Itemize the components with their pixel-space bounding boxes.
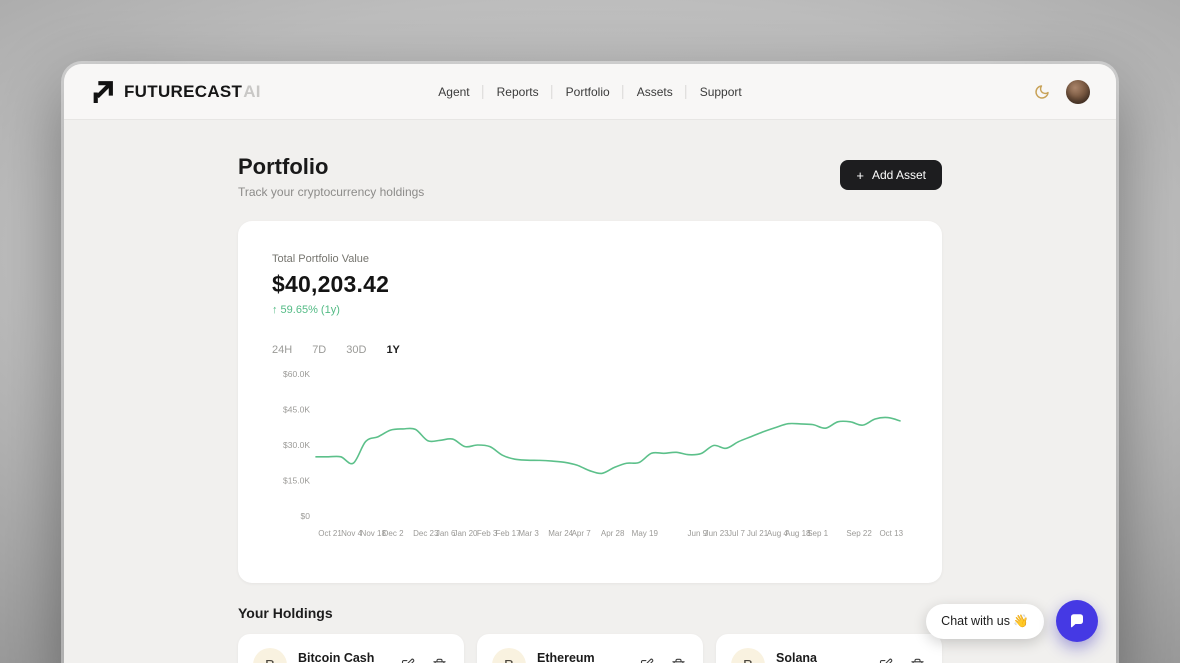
range-30d[interactable]: 30D bbox=[346, 344, 367, 356]
x-axis-label: Sep 1 bbox=[807, 529, 829, 538]
y-axis-tick: $60.0K bbox=[283, 369, 310, 379]
edit-icon[interactable] bbox=[876, 656, 895, 663]
chat-widget: Chat with us 👋 bbox=[926, 600, 1098, 642]
x-axis-label: May 19 bbox=[631, 529, 658, 538]
trash-icon[interactable] bbox=[669, 656, 688, 663]
user-avatar[interactable] bbox=[1066, 79, 1090, 104]
x-axis-label: Nov 18 bbox=[360, 529, 386, 538]
coin-avatar: B bbox=[253, 648, 287, 663]
holding-card: B Bitcoin Cash BCH AI bbox=[238, 634, 464, 663]
time-range-tabs: 24H 7D 30D 1Y bbox=[272, 342, 908, 358]
x-axis-label: Feb 3 bbox=[476, 529, 498, 538]
main-nav: Agent Reports Portfolio Assets Support bbox=[438, 84, 742, 99]
nav-item-reports[interactable]: Reports bbox=[496, 84, 539, 99]
coin-name: Solana bbox=[776, 650, 817, 663]
range-1y[interactable]: 1Y bbox=[386, 344, 400, 356]
total-value: $40,203.42 bbox=[272, 271, 390, 297]
change-percent: ↑ 59.65% (1y) bbox=[272, 304, 340, 316]
brand-name: FUTURECAST bbox=[124, 81, 243, 101]
x-axis-label: Mar 3 bbox=[518, 529, 539, 538]
nav-separator bbox=[685, 84, 687, 99]
edit-icon[interactable] bbox=[637, 656, 656, 663]
x-axis-labels: Oct 21 Nov 4 Nov 18 Dec 2 Dec 23 Jan 6 Jan 20 F… bbox=[272, 529, 908, 543]
holdings-grid: B Bitcoin Cash BCH AI bbox=[238, 634, 942, 663]
x-axis-label: Apr 7 bbox=[571, 529, 591, 538]
top-navbar: FUTURECASTAI Agent Reports Portfolio Ass… bbox=[64, 64, 1116, 120]
coin-avatar: B bbox=[492, 648, 526, 663]
x-axis-label: Aug 4 bbox=[766, 529, 788, 538]
x-axis-label: Nov 4 bbox=[341, 529, 363, 538]
plus-icon: + bbox=[856, 167, 864, 183]
coin-avatar: B bbox=[731, 648, 765, 663]
x-axis-label: Jan 20 bbox=[453, 529, 478, 538]
range-7d[interactable]: 7D bbox=[312, 344, 327, 356]
nav-separator bbox=[622, 84, 624, 99]
chat-with-us-button[interactable]: Chat with us 👋 bbox=[926, 603, 1044, 639]
x-axis-label: Dec 23 bbox=[413, 529, 439, 538]
page-title: Portfolio bbox=[238, 154, 329, 179]
x-axis-label: Oct 13 bbox=[879, 529, 904, 538]
brand-suffix: AI bbox=[243, 81, 261, 101]
coin-name: Ethereum bbox=[537, 650, 595, 663]
brand-logo[interactable]: FUTURECASTAI bbox=[90, 79, 261, 104]
x-axis-label: Apr 28 bbox=[600, 529, 625, 538]
x-axis-label: Oct 21 bbox=[318, 529, 342, 538]
trash-icon[interactable] bbox=[908, 656, 927, 663]
coin-name: Bitcoin Cash bbox=[298, 650, 375, 663]
x-axis-label: Jan 6 bbox=[435, 529, 456, 538]
y-axis-tick: $15.0K bbox=[283, 476, 310, 486]
nav-separator bbox=[551, 84, 553, 99]
y-axis-tick: $30.0K bbox=[283, 440, 310, 450]
x-axis-label: Sep 22 bbox=[846, 529, 872, 538]
x-axis-label: Dec 2 bbox=[382, 529, 404, 538]
x-axis-label: Mar 24 bbox=[548, 529, 574, 538]
y-axis-tick: $45.0K bbox=[283, 405, 310, 415]
chat-fab-button[interactable] bbox=[1056, 600, 1098, 642]
trash-icon[interactable] bbox=[430, 656, 449, 663]
nav-item-portfolio[interactable]: Portfolio bbox=[565, 84, 610, 99]
y-axis-tick: $0 bbox=[301, 511, 311, 520]
theme-toggle-moon-icon[interactable] bbox=[1032, 82, 1052, 102]
header-right-group bbox=[1032, 79, 1090, 104]
holding-card: B Solana SOL AI Score: bbox=[716, 634, 942, 663]
nav-item-assets[interactable]: Assets bbox=[636, 84, 673, 99]
holdings-section-title: Your Holdings bbox=[238, 605, 333, 621]
chart-area: $60.0K $45.0K $30.0K $15.0K $0 Oct 21 Nov 4 No… bbox=[272, 368, 908, 543]
x-axis-label: Aug 18 bbox=[785, 529, 811, 538]
range-24h[interactable]: 24H bbox=[272, 344, 293, 356]
x-axis-label: Jul 7 bbox=[728, 529, 745, 538]
nav-item-support[interactable]: Support bbox=[699, 84, 742, 99]
x-axis-label: Jun 9 bbox=[687, 529, 708, 538]
arrow-up-right-logo-icon bbox=[90, 79, 115, 104]
app-window: FUTURECASTAI Agent Reports Portfolio Ass… bbox=[64, 64, 1116, 663]
portfolio-value-card: Total Portfolio Value $40,203.42 ↑ 59.65… bbox=[238, 221, 942, 583]
edit-icon[interactable] bbox=[398, 656, 417, 663]
holding-card: B Ethereum ETH AI Scor bbox=[477, 634, 703, 663]
nav-separator bbox=[482, 84, 484, 99]
x-axis-label: Jun 23 bbox=[704, 529, 729, 538]
page-content: Portfolio Track your cryptocurrency hold… bbox=[238, 154, 942, 663]
portfolio-chart[interactable]: $60.0K $45.0K $30.0K $15.0K $0 bbox=[272, 368, 904, 521]
page-subtitle: Track your cryptocurrency holdings bbox=[238, 185, 425, 199]
x-axis-label: Jul 21 bbox=[746, 529, 769, 538]
portfolio-line-series bbox=[315, 416, 901, 475]
nav-item-agent[interactable]: Agent bbox=[438, 84, 470, 99]
x-axis-label: Feb 17 bbox=[495, 529, 521, 538]
add-asset-button[interactable]: + Add Asset bbox=[840, 160, 942, 190]
chat-bubble-icon bbox=[1071, 614, 1083, 628]
total-value-label: Total Portfolio Value bbox=[272, 253, 370, 265]
